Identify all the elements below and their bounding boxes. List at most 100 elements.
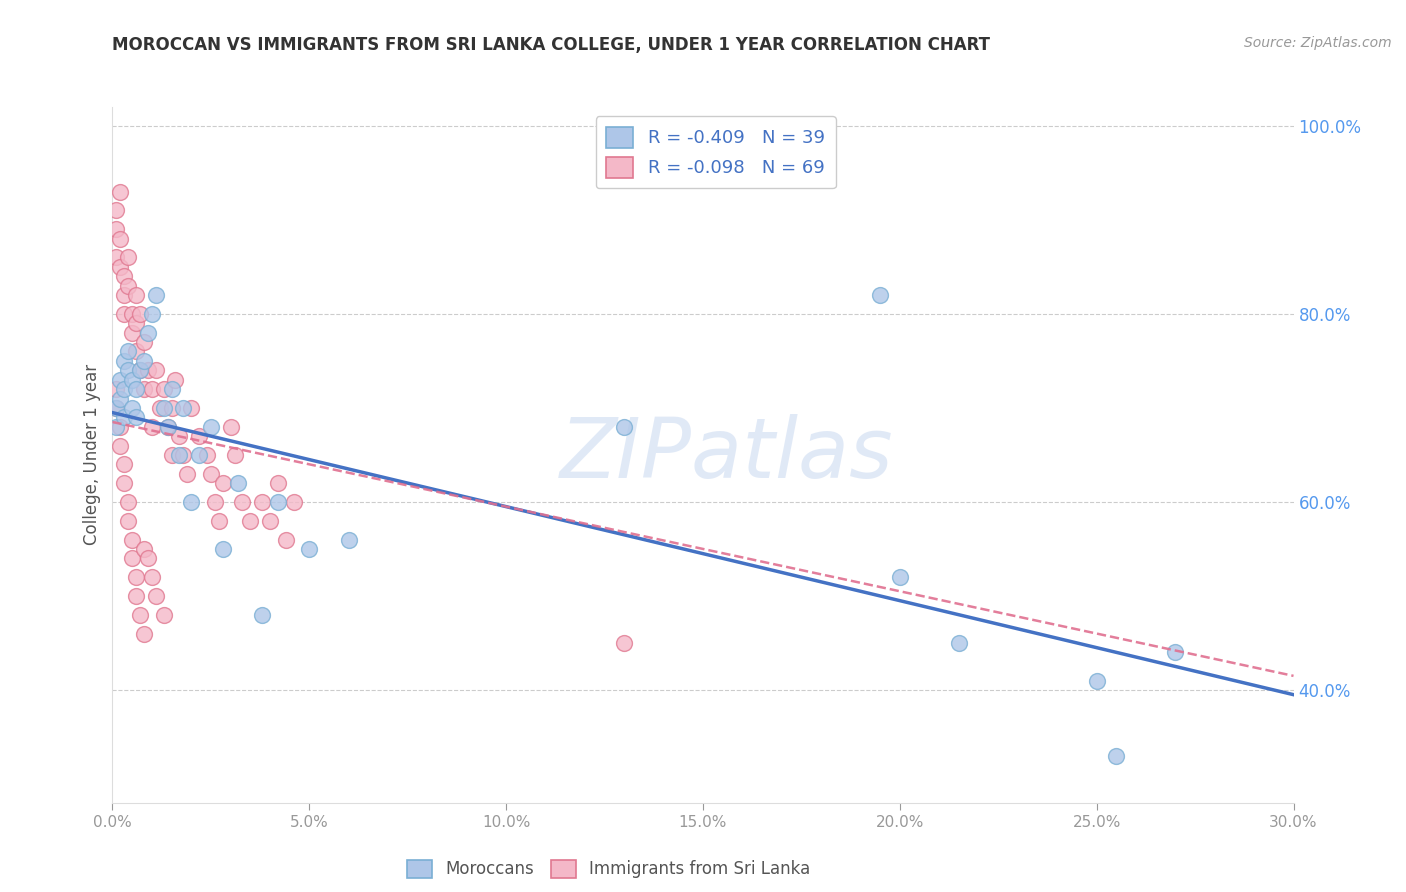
Point [110, 232, 132, 246]
Point [219, 419, 242, 434]
Point [110, 373, 132, 387]
Point [169, 429, 191, 443]
Point [176, 467, 198, 481]
Y-axis label: College, Under 1 year: College, Under 1 year [83, 364, 101, 546]
Point [105, 401, 128, 415]
Point [160, 401, 183, 415]
Point [204, 495, 226, 509]
Point [132, 626, 155, 640]
Point [149, 401, 172, 415]
Point [165, 373, 187, 387]
Point [141, 570, 163, 584]
Point [121, 401, 143, 415]
Point [125, 410, 148, 425]
Point [250, 607, 273, 622]
Point [136, 551, 159, 566]
Point [889, 570, 911, 584]
Point [110, 419, 132, 434]
Point [117, 514, 139, 528]
Point [110, 185, 132, 199]
Point [125, 288, 148, 302]
Point [125, 570, 148, 584]
Point [125, 316, 148, 330]
Point [169, 448, 191, 462]
Point [141, 382, 163, 396]
Point [121, 533, 143, 547]
Point [180, 495, 202, 509]
Point [112, 307, 135, 321]
Point [129, 363, 152, 377]
Point [267, 495, 290, 509]
Point [208, 514, 231, 528]
Point [136, 326, 159, 340]
Text: MOROCCAN VS IMMIGRANTS FROM SRI LANKA COLLEGE, UNDER 1 YEAR CORRELATION CHART: MOROCCAN VS IMMIGRANTS FROM SRI LANKA CO… [112, 36, 990, 54]
Point [112, 458, 135, 472]
Point [121, 307, 143, 321]
Point [613, 419, 636, 434]
Point [211, 476, 233, 491]
Point [152, 401, 174, 415]
Point [188, 429, 211, 443]
Point [105, 401, 128, 415]
Point [105, 203, 128, 218]
Point [110, 260, 132, 274]
Point [283, 495, 305, 509]
Point [112, 382, 135, 396]
Point [110, 392, 132, 406]
Point [112, 410, 135, 425]
Point [195, 448, 218, 462]
Point [228, 476, 250, 491]
Point [121, 326, 143, 340]
Text: ZIPatlas: ZIPatlas [560, 415, 893, 495]
Point [125, 382, 148, 396]
Point [132, 382, 155, 396]
Point [1164, 645, 1187, 659]
Point [145, 363, 167, 377]
Point [200, 467, 222, 481]
Point [105, 251, 128, 265]
Point [239, 514, 262, 528]
Point [121, 373, 143, 387]
Point [231, 495, 253, 509]
Point [117, 278, 139, 293]
Point [160, 382, 183, 396]
Point [145, 288, 167, 302]
Point [259, 514, 281, 528]
Point [250, 495, 273, 509]
Point [156, 419, 179, 434]
Point [129, 607, 152, 622]
Point [180, 401, 202, 415]
Point [613, 636, 636, 650]
Point [117, 363, 139, 377]
Point [110, 438, 132, 452]
Point [188, 448, 211, 462]
Point [129, 307, 152, 321]
Point [298, 541, 321, 556]
Point [152, 607, 174, 622]
Point [211, 541, 233, 556]
Point [105, 222, 128, 236]
Point [129, 363, 152, 377]
Point [136, 363, 159, 377]
Point [132, 541, 155, 556]
Point [274, 533, 297, 547]
Point [337, 533, 360, 547]
Point [121, 551, 143, 566]
Point [112, 354, 135, 368]
Point [117, 495, 139, 509]
Point [125, 344, 148, 359]
Point [1085, 673, 1108, 688]
Point [1105, 748, 1128, 763]
Point [105, 382, 128, 396]
Point [141, 307, 163, 321]
Point [112, 288, 135, 302]
Point [152, 382, 174, 396]
Point [200, 419, 222, 434]
Point [132, 354, 155, 368]
Point [160, 448, 183, 462]
Point [948, 636, 970, 650]
Point [117, 251, 139, 265]
Point [105, 419, 128, 434]
Point [141, 419, 163, 434]
Point [112, 269, 135, 284]
